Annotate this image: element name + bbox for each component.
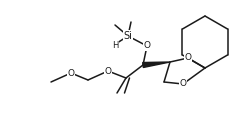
Text: H: H bbox=[112, 42, 118, 51]
Text: O: O bbox=[180, 79, 186, 88]
Text: Si: Si bbox=[124, 31, 132, 41]
Text: O: O bbox=[185, 54, 191, 63]
Polygon shape bbox=[143, 62, 170, 67]
Text: O: O bbox=[104, 67, 112, 75]
Text: O: O bbox=[144, 42, 151, 51]
Text: O: O bbox=[67, 68, 74, 78]
